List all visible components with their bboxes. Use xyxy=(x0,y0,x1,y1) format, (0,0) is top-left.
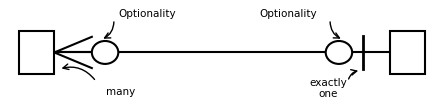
Bar xyxy=(390,31,425,74)
Text: Optionality: Optionality xyxy=(118,9,176,19)
Ellipse shape xyxy=(92,41,118,64)
Text: exactly
one: exactly one xyxy=(309,78,347,99)
Bar xyxy=(19,31,54,74)
Text: Optionality: Optionality xyxy=(259,9,317,19)
Ellipse shape xyxy=(326,41,352,64)
Text: many: many xyxy=(106,87,135,97)
